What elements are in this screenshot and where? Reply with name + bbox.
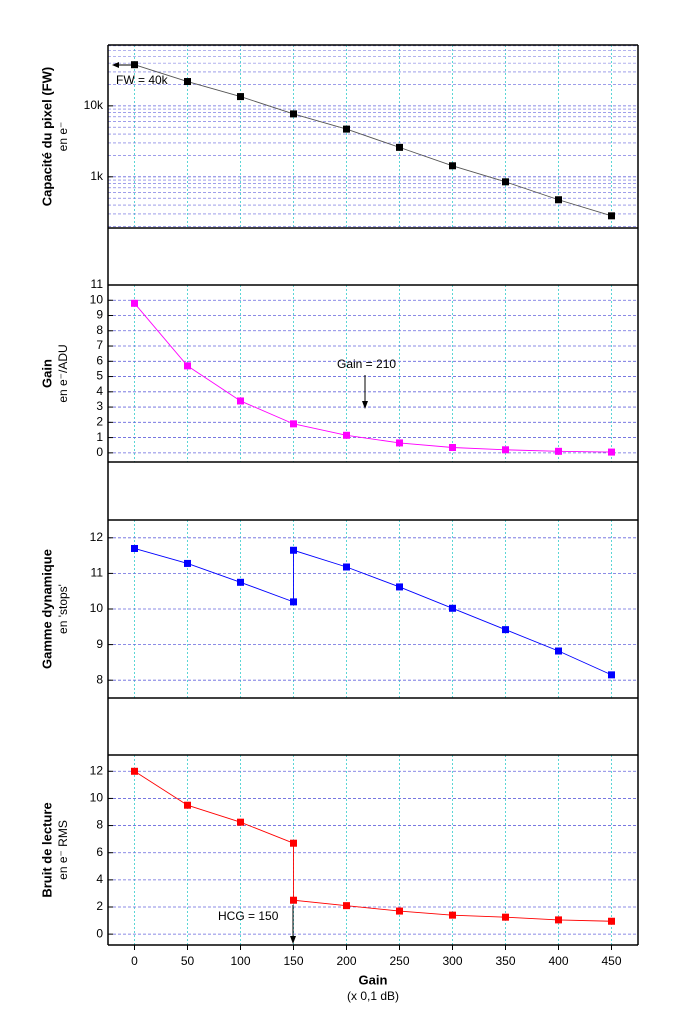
y-tick-label: 6 — [96, 845, 103, 859]
point — [449, 162, 456, 170]
point — [237, 93, 244, 101]
point — [555, 447, 562, 455]
point — [290, 420, 297, 428]
point — [184, 559, 191, 567]
x-tick-label: 100 — [230, 954, 250, 968]
point — [184, 801, 191, 809]
x-label: Gain — [359, 972, 388, 987]
point — [608, 671, 615, 679]
y-tick-label: 10 — [90, 292, 104, 306]
point — [502, 913, 509, 921]
point — [184, 78, 191, 86]
point — [290, 110, 297, 118]
y-tick-label: 5 — [96, 369, 103, 383]
annotation: FW = 40k — [116, 73, 169, 87]
y-tick-label: 1k — [90, 169, 104, 183]
point — [608, 917, 615, 925]
point — [131, 544, 138, 552]
x-tick-label: 450 — [601, 954, 621, 968]
y-sublabel: en e⁻ RMS — [56, 820, 70, 880]
point — [502, 626, 509, 634]
point — [131, 61, 138, 69]
y-label: Gamme dynamique — [39, 549, 54, 669]
point — [131, 299, 138, 307]
y-tick-label: 11 — [91, 566, 104, 580]
y-tick-label: 4 — [96, 384, 103, 398]
point — [290, 546, 297, 554]
y-tick-label: 9 — [96, 637, 103, 651]
x-tick-label: 0 — [131, 954, 138, 968]
point — [131, 767, 138, 775]
y-tick-label: 10k — [84, 98, 104, 112]
point — [237, 397, 244, 405]
y-tick-label: 7 — [96, 338, 103, 352]
y-label: Gain — [39, 359, 54, 388]
x-sublabel: (x 0,1 dB) — [347, 989, 399, 1003]
y-label: Capacité du pixel (FW) — [39, 67, 54, 206]
y-label: Bruit de lecture — [39, 802, 54, 897]
y-sublabel: en e⁻ — [56, 122, 70, 152]
point — [449, 444, 456, 452]
point — [555, 916, 562, 924]
point — [343, 563, 350, 571]
x-tick-label: 300 — [442, 954, 462, 968]
y-tick-label: 8 — [96, 323, 103, 337]
y-tick-label: 10 — [90, 601, 104, 615]
y-tick-label: 0 — [96, 926, 103, 940]
point — [237, 818, 244, 826]
point — [396, 907, 403, 915]
y-tick-label: 8 — [96, 818, 103, 832]
y-tick-label: 12 — [90, 763, 104, 777]
series-line — [134, 64, 612, 217]
point — [237, 578, 244, 586]
annotation: HCG = 150 — [218, 909, 279, 923]
point — [290, 598, 297, 606]
y-tick-label: 1 — [96, 430, 103, 444]
point — [502, 446, 509, 454]
y-tick-label: 0 — [96, 445, 103, 459]
point — [502, 178, 509, 186]
point — [396, 583, 403, 591]
arrow-head — [290, 936, 296, 944]
point — [184, 362, 191, 370]
point — [608, 212, 615, 220]
point — [396, 143, 403, 151]
point — [449, 911, 456, 919]
point — [343, 431, 350, 439]
y-tick-label: 8 — [96, 672, 103, 686]
x-tick-label: 50 — [181, 954, 195, 968]
y-tick-label: 2 — [96, 899, 103, 913]
x-tick-label: 150 — [283, 954, 303, 968]
y-tick-label: 12 — [90, 530, 104, 544]
y-tick-label: 9 — [96, 308, 103, 322]
point — [290, 839, 297, 847]
point — [555, 647, 562, 655]
y-tick-label: 4 — [96, 872, 103, 886]
series-line — [134, 303, 612, 453]
series-line — [134, 770, 612, 922]
y-sublabel: en e⁻/ADU — [56, 344, 70, 402]
x-tick-label: 350 — [495, 954, 515, 968]
arrow-head — [112, 62, 119, 68]
x-tick-label: 200 — [336, 954, 356, 968]
x-tick-label: 400 — [548, 954, 568, 968]
x-tick-label: 250 — [389, 954, 409, 968]
y-tick-label: 11 — [91, 277, 104, 291]
y-tick-label: 2 — [96, 414, 103, 428]
point — [555, 196, 562, 204]
y-tick-label: 3 — [96, 399, 103, 413]
point — [449, 604, 456, 612]
y-tick-label: 10 — [90, 791, 104, 805]
arrow-head — [362, 401, 368, 409]
y-tick-label: 6 — [96, 353, 103, 367]
series-line — [134, 548, 612, 676]
point — [343, 125, 350, 133]
annotation: Gain = 210 — [337, 357, 396, 371]
point — [608, 448, 615, 456]
y-sublabel: en 'stops' — [56, 584, 70, 634]
point — [343, 902, 350, 910]
point — [396, 439, 403, 447]
point — [290, 896, 297, 904]
